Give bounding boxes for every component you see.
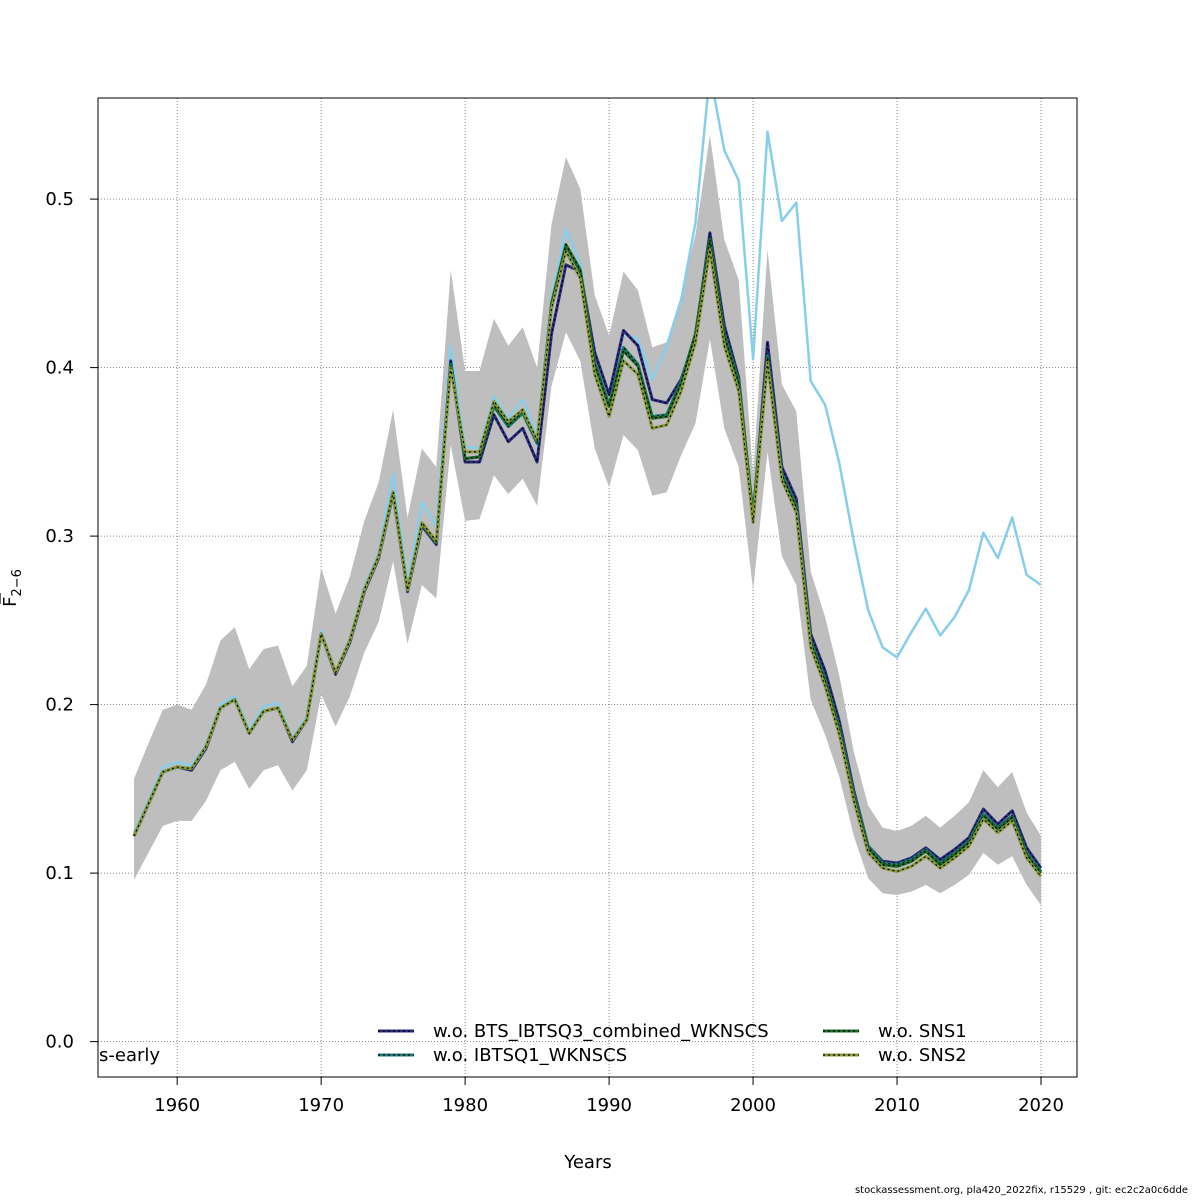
plot-frame bbox=[97, 97, 1078, 1078]
y-axis: 0.0 0.1 0.2 0.3 0.4 0.5 bbox=[45, 189, 98, 1053]
legend: w.o. BTS_IBTSQ3_combined_WKNSCS w.o. IBTS… bbox=[378, 1021, 967, 1066]
x-tick-label: 1980 bbox=[442, 1095, 488, 1116]
series-dots-s4 bbox=[133, 249, 1042, 877]
y-tick-label: 0.5 bbox=[45, 189, 74, 210]
x-axis-title: Years bbox=[563, 1152, 612, 1173]
y-tick-label: 0.2 bbox=[45, 695, 74, 716]
y-axis-title: F2−6 bbox=[0, 569, 25, 607]
confidence-band bbox=[134, 135, 1041, 906]
y-tick-label: 0.3 bbox=[45, 526, 74, 547]
x-tick-label: 2000 bbox=[730, 1095, 776, 1116]
y-tick-label: 0.4 bbox=[45, 358, 74, 379]
series-dots-s2 bbox=[133, 239, 1042, 872]
legend-item: w.o. IBTSQ1_WKNSCS bbox=[378, 1045, 627, 1066]
legend-label: w.o. IBTSQ1_WKNSCS bbox=[433, 1045, 627, 1066]
x-tick-label: 2010 bbox=[874, 1095, 920, 1116]
x-tick-label: 1990 bbox=[586, 1095, 632, 1116]
legend-item: w.o. BTS_IBTSQ3_combined_WKNSCS bbox=[378, 1021, 769, 1042]
legend-label: w.o. SNS1 bbox=[878, 1021, 967, 1042]
series-s4 bbox=[132, 248, 1043, 878]
x-tick-label: 1960 bbox=[154, 1095, 200, 1116]
svg-text:F2−6: F2−6 bbox=[0, 569, 25, 607]
y-axis-title-main: F bbox=[0, 597, 21, 607]
legend-label: w.o. SNS2 bbox=[878, 1045, 967, 1066]
legend-item: w.o. SNS2 bbox=[823, 1045, 967, 1066]
legend-label: w.o. BTS_IBTSQ3_combined_WKNSCS bbox=[433, 1021, 769, 1042]
x-axis: 1960 1970 1980 1990 2000 2010 2020 bbox=[154, 1077, 1064, 1116]
x-tick-label: 1970 bbox=[298, 1095, 344, 1116]
confidence-band-layer bbox=[134, 135, 1041, 906]
series-dots-s3 bbox=[133, 239, 1042, 874]
legend-item: w.o. SNS1 bbox=[823, 1021, 967, 1042]
y-tick-label: 0.0 bbox=[45, 1032, 74, 1053]
x-tick-label: 2020 bbox=[1018, 1095, 1064, 1116]
series-layer bbox=[132, 98, 1043, 878]
y-tick-label: 0.1 bbox=[45, 863, 74, 884]
footer-credit: stockassessment.org, pla420_2022fix, r15… bbox=[854, 1185, 1188, 1196]
corner-label: s-early bbox=[99, 1045, 160, 1066]
y-axis-title-subscript: 2−6 bbox=[10, 569, 25, 596]
